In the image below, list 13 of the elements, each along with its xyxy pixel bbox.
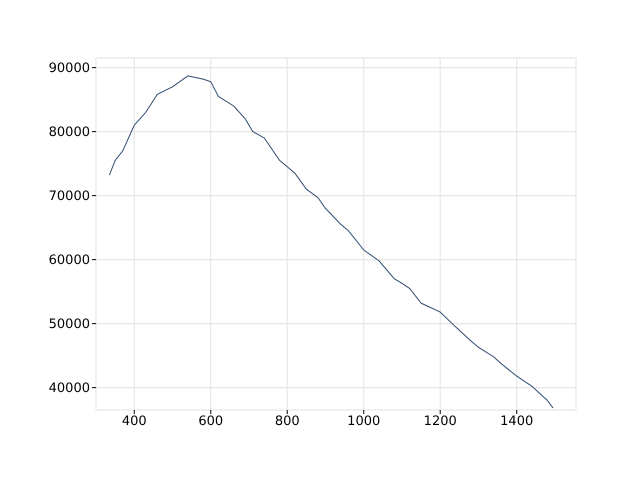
x-tick-label: 1000 <box>347 414 380 430</box>
x-tick-label: 800 <box>274 414 300 430</box>
line-series <box>108 75 554 409</box>
y-tick-label: 60000 <box>48 253 90 268</box>
y-tick-label: 50000 <box>48 317 90 332</box>
y-tick-label: 80000 <box>48 125 90 140</box>
y-tick-label: 40000 <box>48 381 90 396</box>
x-tick-label: 400 <box>122 414 147 430</box>
x-tick-label: 600 <box>198 414 224 430</box>
x-tick-label: 1200 <box>424 414 457 430</box>
x-tick-label: 1400 <box>500 414 534 430</box>
y-tick-label: 90000 <box>48 61 90 76</box>
y-tick-label: 70000 <box>48 189 90 204</box>
